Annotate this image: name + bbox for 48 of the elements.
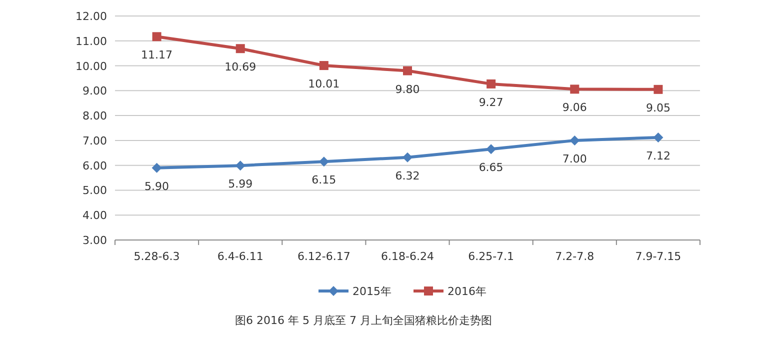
x-tick-label: 6.4-6.11 [217, 250, 264, 263]
data-label: 10.69 [224, 60, 256, 74]
point [152, 32, 162, 42]
data-label: 11.17 [141, 48, 173, 62]
point [152, 162, 162, 173]
x-tick-label: 7.2-7.8 [555, 250, 594, 263]
point [236, 44, 245, 54]
point [653, 132, 664, 142]
y-tick-label: 8.00 [82, 110, 107, 123]
point [403, 66, 412, 76]
point [486, 144, 496, 154]
y-tick-label: 4.00 [82, 209, 107, 222]
y-tick-label: 10.00 [76, 60, 107, 73]
x-tick-label: 6.25-7.1 [468, 250, 514, 263]
legend-label: 2016年 [448, 285, 486, 298]
data-label: 9.06 [562, 101, 587, 114]
data-label: 7.12 [646, 149, 670, 162]
data-label: 6.15 [312, 174, 336, 187]
point [570, 135, 580, 146]
point [402, 152, 412, 162]
y-tick-label: 12.00 [76, 10, 107, 23]
x-tick-label: 6.12-6.17 [297, 250, 350, 263]
data-label: 6.32 [395, 169, 420, 182]
data-label: 7.00 [562, 152, 587, 166]
point [570, 84, 580, 94]
data-label: 5.99 [228, 178, 253, 191]
point [235, 160, 246, 171]
point [486, 79, 496, 88]
data-label: 9.80 [395, 82, 420, 96]
x-tick-label: 7.9-7.15 [635, 250, 682, 263]
y-tick-label: 11.00 [76, 34, 107, 48]
data-label: 5.90 [144, 180, 170, 193]
y-tick-label: 3.00 [82, 234, 107, 247]
data-label: 6.65 [478, 161, 504, 174]
y-tick-label: 9.00 [82, 84, 107, 98]
point [318, 156, 329, 167]
point [319, 61, 328, 70]
data-label: 9.05 [646, 101, 670, 114]
point [654, 84, 663, 94]
x-tick-label: 5.28-6.3 [134, 250, 180, 263]
data-label: 9.27 [478, 96, 504, 109]
x-tick-label: 6.18-6.24 [381, 250, 434, 263]
y-tick-label: 7.00 [82, 134, 107, 148]
y-tick-label: 6.00 [82, 159, 107, 172]
legend-label: 2015年 [352, 285, 392, 298]
data-label: 10.01 [308, 78, 340, 91]
y-tick-label: 5.00 [82, 184, 107, 198]
text: 图6 2016 年 5 月底至 7 月上旬全国猪粮比价走势图 [235, 314, 492, 327]
